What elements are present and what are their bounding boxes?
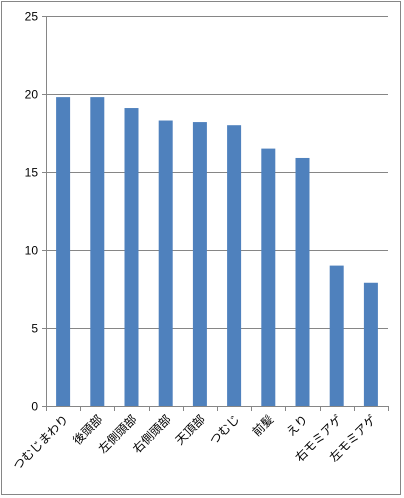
bar-6 xyxy=(227,125,242,406)
x-category-label: 天頂部 xyxy=(172,412,208,448)
bar-8 xyxy=(295,157,310,406)
x-category-label: つむじ xyxy=(207,412,242,447)
y-axis-ticks: 0 5 10 15 20 25 xyxy=(25,10,46,414)
x-category-label: 前髪 xyxy=(249,412,277,440)
bar-3 xyxy=(124,108,139,406)
y-tick-label: 0 xyxy=(31,400,38,414)
x-category-label: えり xyxy=(284,412,311,439)
x-category-label: つむじまわり xyxy=(10,412,71,473)
x-category-label: 右側頭部 xyxy=(129,412,174,457)
axes xyxy=(46,16,389,411)
bar-7 xyxy=(261,148,276,406)
y-tick-label: 5 xyxy=(31,322,38,336)
bar-4 xyxy=(158,120,173,407)
bar-1 xyxy=(56,97,71,407)
bar-10 xyxy=(363,282,378,406)
y-tick-label: 15 xyxy=(25,166,39,180)
y-tick-label: 20 xyxy=(25,88,39,102)
bar-9 xyxy=(329,265,344,406)
y-tick-label: 25 xyxy=(25,10,39,24)
y-tick-label: 10 xyxy=(25,244,39,258)
bar-2 xyxy=(90,97,105,407)
bar-5 xyxy=(192,122,207,406)
bars xyxy=(56,97,378,407)
